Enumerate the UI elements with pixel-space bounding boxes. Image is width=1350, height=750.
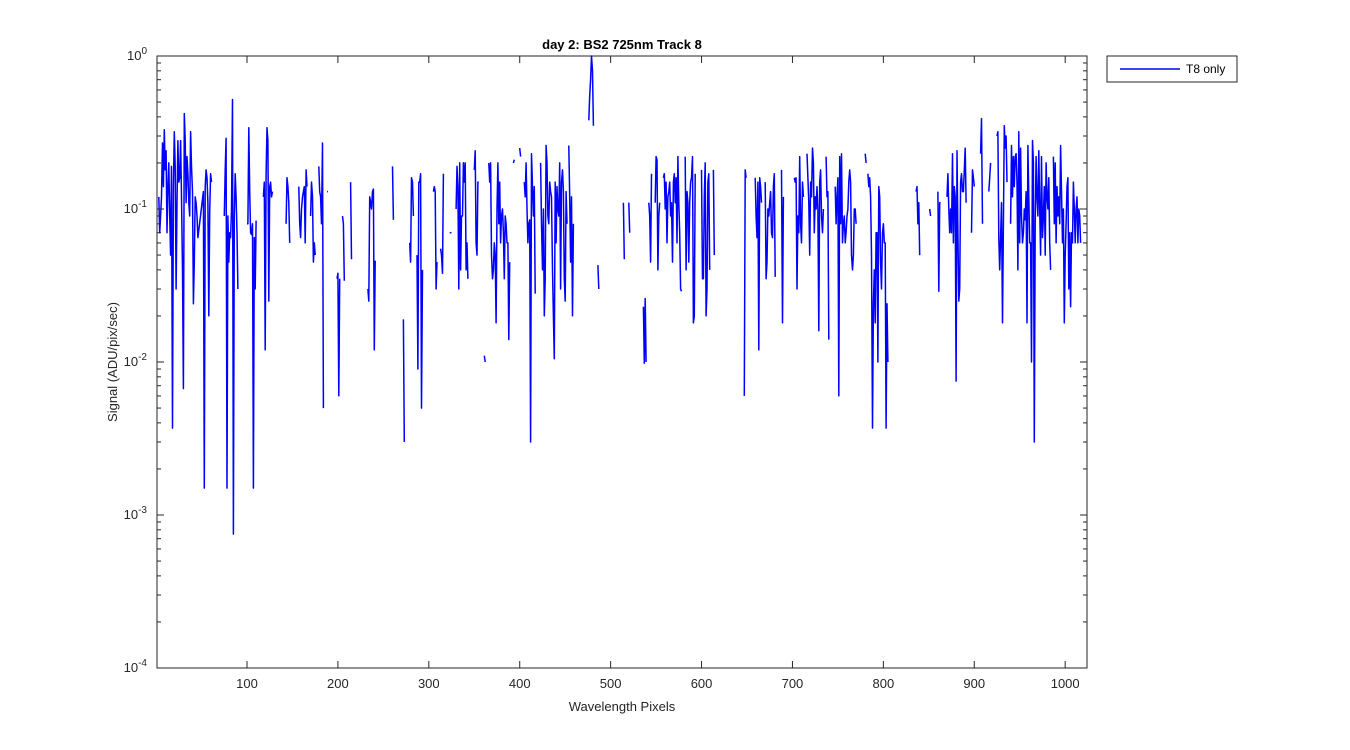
series-line-segment <box>568 145 575 317</box>
x-tick-label: 400 <box>509 676 531 691</box>
series-line-segment <box>1009 130 1052 443</box>
series-line-segment <box>864 153 867 163</box>
series-line-segment <box>483 355 486 363</box>
x-tick-label: 300 <box>418 676 440 691</box>
series-line-segment <box>416 172 424 409</box>
y-tick-label: 10-4 <box>124 658 148 675</box>
chart-title: day 2: BS2 725nm Track 8 <box>542 37 702 52</box>
series-line-segment <box>642 297 647 365</box>
y-tick-label: 10-3 <box>124 505 148 522</box>
series-line-segment <box>512 159 516 164</box>
series-line-segment <box>937 191 941 293</box>
series-line-segment <box>825 156 830 340</box>
series-line-segment <box>341 215 346 281</box>
series-line-segment <box>439 173 445 275</box>
series-line-segment <box>915 185 921 256</box>
x-tick-label: 800 <box>873 676 895 691</box>
series-line-segment <box>539 144 568 360</box>
series-line-segment <box>996 125 1008 324</box>
series-line-segment <box>318 142 325 409</box>
series-line-segment <box>628 202 631 233</box>
series-line-segment <box>806 147 825 332</box>
legend-entry-t8-only: T8 only <box>1186 62 1225 76</box>
series-line-segment <box>247 126 257 489</box>
series-line-segment <box>473 150 479 256</box>
series-line-segment <box>622 202 626 260</box>
y-tick-label: 10-2 <box>124 352 148 369</box>
series-line-segment <box>654 155 661 271</box>
series-line-segment <box>684 155 696 324</box>
series-line-segment <box>970 169 976 233</box>
x-axis-label: Wavelength Pixels <box>569 699 676 714</box>
series-line-segment <box>408 177 415 263</box>
legend[interactable]: T8 only <box>1106 55 1238 83</box>
series-line-segment <box>754 177 763 351</box>
x-tick-label: 1000 <box>1051 676 1080 691</box>
series-line-segment <box>946 147 967 382</box>
series-line-segment <box>764 172 776 280</box>
series-line-segment <box>158 112 213 489</box>
series-line-segment <box>432 185 438 290</box>
series-line-segment <box>336 272 341 397</box>
series-line-segment <box>523 152 536 443</box>
series-line-segment <box>518 148 522 157</box>
y-axis-label: Signal (ADU/pix/sec) <box>105 302 120 422</box>
x-tick-label: 900 <box>963 676 985 691</box>
series-line-segment <box>780 169 785 324</box>
series-line-segment <box>1052 144 1082 324</box>
ticks-layer: 100 200 300 400 500 600 700 800 900 1000 10-4 10-3 1… <box>124 46 1087 691</box>
series-line-segment <box>743 169 747 396</box>
series-line-segment <box>367 188 376 351</box>
x-tick-label: 100 <box>236 676 258 691</box>
series-line-segment <box>262 126 274 351</box>
series-line-segment <box>793 155 805 290</box>
series-layer <box>158 55 1082 535</box>
series-line-segment <box>309 181 316 263</box>
x-tick-label: 700 <box>782 676 804 691</box>
series-line-segment <box>349 182 353 260</box>
series-line-segment <box>588 55 595 126</box>
series-line-segment <box>597 265 600 290</box>
series-line-segment <box>979 117 984 224</box>
x-tick-label: 500 <box>600 676 622 691</box>
x-tick-label: 600 <box>691 676 713 691</box>
series-line-segment <box>391 166 395 220</box>
x-tick-label: 200 <box>327 676 349 691</box>
series-line-segment <box>402 319 406 443</box>
series-line-segment <box>648 173 653 263</box>
series-line-segment <box>455 162 469 290</box>
series-line-segment <box>298 169 308 244</box>
series-line-segment <box>834 152 857 397</box>
series-line-segment <box>223 98 239 535</box>
series-line-segment <box>988 162 992 192</box>
series-line-segment <box>662 155 683 292</box>
series-line-segment <box>285 177 291 243</box>
series-line-segment <box>712 169 716 256</box>
axes-box <box>156 55 1088 669</box>
plot-area <box>157 56 1087 668</box>
series-line-segment <box>928 208 932 217</box>
y-tick-label: 100 <box>127 46 147 63</box>
series-line-segment <box>700 162 711 317</box>
series-line-segment <box>488 162 511 341</box>
series-line-segment <box>867 173 889 429</box>
y-tick-label: 10-1 <box>124 199 148 216</box>
